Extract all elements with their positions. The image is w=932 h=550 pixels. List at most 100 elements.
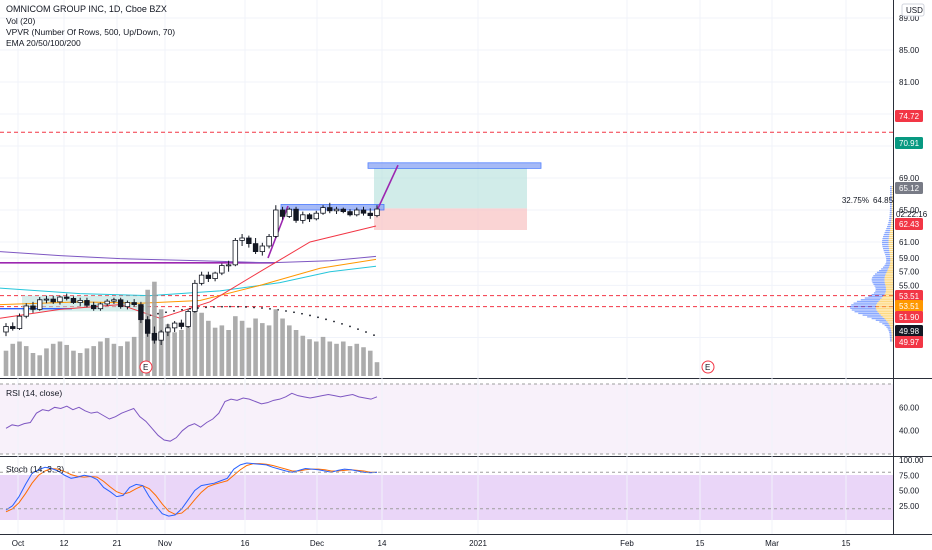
candle[interactable] bbox=[333, 206, 340, 214]
vpvr-down-row bbox=[889, 236, 893, 238]
vpvr-down-row bbox=[888, 238, 893, 240]
legend-volume[interactable]: Vol (20) bbox=[6, 16, 35, 26]
candle[interactable] bbox=[185, 309, 191, 328]
candle[interactable] bbox=[266, 234, 272, 249]
candle[interactable] bbox=[10, 322, 16, 331]
rsi-legend[interactable]: RSI (14, close) bbox=[6, 388, 62, 398]
legend-vpvr[interactable]: VPVR (Number Of Rows, 500, Up/Down, 70) bbox=[6, 27, 175, 37]
candle[interactable] bbox=[104, 299, 110, 306]
candle[interactable] bbox=[64, 293, 70, 301]
candle[interactable] bbox=[23, 303, 29, 319]
candle[interactable] bbox=[138, 301, 144, 324]
earnings-marker-future[interactable] bbox=[701, 360, 715, 374]
candle[interactable] bbox=[117, 297, 124, 309]
candle[interactable] bbox=[84, 297, 90, 308]
volume-bar bbox=[104, 338, 110, 376]
candle[interactable] bbox=[273, 205, 279, 238]
candle[interactable] bbox=[3, 323, 9, 337]
candle[interactable] bbox=[259, 242, 266, 256]
candle[interactable] bbox=[239, 234, 245, 246]
candle[interactable] bbox=[252, 238, 259, 254]
candle[interactable] bbox=[198, 271, 205, 286]
vpvr-down-row bbox=[889, 264, 893, 267]
candle[interactable] bbox=[16, 313, 23, 330]
candle[interactable] bbox=[212, 271, 218, 282]
projection-line[interactable] bbox=[377, 164, 399, 209]
candle[interactable] bbox=[232, 238, 239, 267]
price-tag bbox=[895, 300, 923, 312]
earnings-marker[interactable] bbox=[139, 360, 153, 374]
candle[interactable] bbox=[144, 316, 151, 337]
volume-bar bbox=[287, 325, 292, 376]
currency-badge[interactable] bbox=[901, 3, 925, 17]
candle[interactable] bbox=[151, 326, 158, 344]
candle[interactable] bbox=[300, 211, 306, 224]
legend-ema[interactable]: EMA 20/50/100/200 bbox=[6, 38, 81, 48]
volume-bar bbox=[273, 309, 279, 376]
candle[interactable] bbox=[192, 279, 198, 313]
candle[interactable] bbox=[286, 207, 293, 218]
candle[interactable] bbox=[111, 297, 117, 304]
candle[interactable] bbox=[57, 295, 63, 305]
vpvr-up-row bbox=[889, 333, 892, 335]
candle[interactable] bbox=[306, 213, 313, 222]
candle[interactable] bbox=[70, 296, 77, 304]
dotted-series-point bbox=[309, 314, 311, 317]
candle[interactable] bbox=[225, 260, 232, 272]
candle[interactable] bbox=[374, 205, 380, 218]
candle[interactable] bbox=[90, 301, 97, 311]
vpvr-down-row bbox=[885, 287, 893, 289]
candle[interactable] bbox=[246, 235, 252, 248]
candle[interactable] bbox=[158, 329, 164, 345]
vpvr-down-row bbox=[891, 331, 893, 333]
dotted-series-point bbox=[237, 305, 239, 308]
candle[interactable] bbox=[347, 209, 353, 217]
candle[interactable] bbox=[50, 295, 56, 304]
candle[interactable] bbox=[124, 300, 131, 310]
resistance-box[interactable] bbox=[280, 203, 385, 211]
candle[interactable] bbox=[340, 207, 346, 214]
stop-zone[interactable] bbox=[374, 208, 527, 230]
price-tick: 81.00 bbox=[899, 78, 920, 87]
price-tag-text: 53.51 bbox=[899, 292, 920, 301]
candle[interactable] bbox=[97, 302, 104, 311]
candle[interactable] bbox=[219, 263, 225, 276]
candle[interactable] bbox=[327, 202, 333, 214]
vpvr-down-row bbox=[876, 309, 893, 311]
candle[interactable] bbox=[37, 297, 43, 311]
dotted-series-point bbox=[333, 320, 335, 323]
candle[interactable] bbox=[43, 295, 50, 304]
candle[interactable] bbox=[279, 206, 286, 220]
target-zone[interactable] bbox=[374, 168, 527, 209]
vpvr-up-row bbox=[881, 242, 889, 244]
candle[interactable] bbox=[171, 321, 178, 332]
volume-bar bbox=[17, 341, 22, 376]
candle[interactable] bbox=[293, 206, 299, 223]
candle[interactable] bbox=[360, 206, 367, 216]
candle[interactable] bbox=[354, 207, 360, 217]
candle[interactable] bbox=[165, 323, 171, 337]
vpvr-up-row bbox=[883, 250, 890, 252]
vpvr-down-row bbox=[891, 216, 893, 218]
vpvr-down-row bbox=[891, 188, 893, 190]
vpvr-up-row bbox=[851, 309, 877, 311]
vpvr-up-row bbox=[882, 323, 889, 325]
candlestick-series[interactable] bbox=[3, 202, 380, 345]
candle[interactable] bbox=[131, 299, 137, 307]
candle[interactable] bbox=[178, 319, 185, 330]
dotted-series-point bbox=[189, 307, 191, 310]
candle[interactable] bbox=[30, 301, 36, 313]
candle[interactable] bbox=[313, 210, 319, 221]
target-box[interactable] bbox=[367, 162, 542, 169]
stoch-legend[interactable]: Stoch (14, 3, 3) bbox=[6, 464, 64, 474]
candle[interactable] bbox=[205, 271, 212, 282]
vpvr-down-row bbox=[888, 266, 893, 268]
candle[interactable] bbox=[320, 205, 326, 215]
time-axis[interactable]: Oct 12 21 Nov 16 Dec 14 2021 Feb 15 Mar 15 bbox=[12, 539, 851, 548]
vpvr-down-row bbox=[875, 305, 893, 308]
candle[interactable] bbox=[77, 297, 83, 306]
candle[interactable] bbox=[367, 208, 373, 219]
vpvr-up-row bbox=[885, 263, 890, 265]
